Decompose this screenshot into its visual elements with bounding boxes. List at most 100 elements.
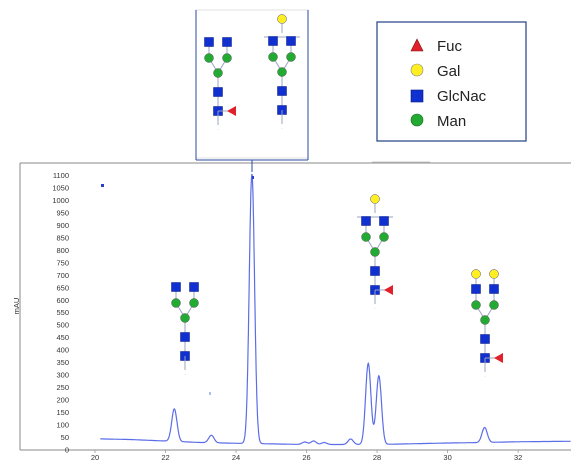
y-tick-label: 250 [56, 383, 69, 392]
glycan-structure-peak-22: · [171, 282, 199, 377]
glcnac-square-icon [471, 284, 481, 294]
y-tick-label: 650 [56, 283, 69, 292]
y-tick-label: 950 [56, 208, 69, 217]
glycan-structure-peak-31: · [471, 269, 503, 379]
gal-circle-icon [471, 269, 481, 279]
glcnac-square-icon [204, 37, 214, 47]
man-circle-icon [370, 247, 380, 257]
y-tick-label: 700 [56, 271, 69, 280]
y-tick-label: 450 [56, 333, 69, 342]
fuc-triangle-icon [227, 106, 236, 116]
man-circle-icon [204, 53, 214, 63]
legend-item-man: Man [410, 113, 466, 130]
man-circle-icon [171, 298, 181, 308]
man-circle-icon [361, 232, 371, 242]
glcnac-square-icon [213, 87, 223, 97]
reducing-end-mark: · [217, 127, 218, 132]
legend-item-gal: Gal [410, 63, 460, 80]
y-tick-label: 150 [56, 408, 69, 417]
reducing-end-mark: · [484, 374, 485, 379]
y-tick-label: 1000 [52, 196, 69, 205]
x-tick-label: 20 [91, 453, 99, 462]
y-tick-label: 350 [56, 358, 69, 367]
peak-marker [209, 392, 211, 395]
legend-item-fuc: Fuc [410, 38, 463, 55]
square-icon [410, 89, 424, 103]
glcnac-square-icon [171, 282, 181, 292]
y-axis-label: mAU [12, 298, 21, 315]
legend-item-glcnac: GlcNac [410, 88, 487, 105]
series-line [100, 173, 571, 446]
peak-marker [252, 176, 254, 179]
glcnac-square-icon [489, 284, 499, 294]
legend-label: Fuc [437, 38, 463, 55]
peak-marker [101, 184, 104, 187]
reducing-end-mark: · [374, 306, 375, 311]
y-tick-label: 1050 [52, 183, 69, 192]
man-circle-icon [277, 67, 287, 77]
man-circle-icon [480, 315, 490, 325]
y-tick-label: 550 [56, 308, 69, 317]
circle-icon [410, 113, 424, 127]
glcnac-square-icon [361, 216, 371, 226]
man-circle-icon [489, 300, 499, 310]
glcnac-square-icon [370, 266, 380, 276]
x-tick-label: 28 [373, 453, 381, 462]
gal-circle-icon [277, 14, 287, 24]
fuc-triangle-icon [494, 353, 503, 363]
fuc-triangle-icon [384, 285, 393, 295]
y-axis: 0 50 100 150 200 250 300 350 400 450 500 550 600 650 7… [52, 171, 69, 455]
y-tick-label: 850 [56, 233, 69, 242]
legend-label: Man [437, 113, 466, 130]
glcnac-square-icon [180, 332, 190, 342]
legend: Fuc Gal GlcNac Man [376, 21, 527, 142]
man-circle-icon [180, 313, 190, 323]
y-tick-label: 500 [56, 321, 69, 330]
circle-icon [410, 63, 424, 77]
reducing-end-mark: · [281, 126, 282, 131]
glycan-structure-peak-28: · [357, 194, 393, 311]
y-tick-label: 900 [56, 221, 69, 230]
x-tick-label: 32 [514, 453, 522, 462]
x-tick-label: 22 [161, 453, 169, 462]
man-circle-icon [213, 68, 223, 78]
man-circle-icon [268, 52, 278, 62]
x-tick-label: 24 [232, 453, 240, 462]
y-tick-label: 50 [61, 433, 69, 442]
x-tick-label: 26 [302, 453, 310, 462]
man-circle-icon [471, 300, 481, 310]
glcnac-square-icon [286, 36, 296, 46]
glcnac-square-icon [189, 282, 199, 292]
man-circle-icon [222, 53, 232, 63]
glcnac-square-icon [277, 86, 287, 96]
glcnac-square-icon [379, 216, 389, 226]
y-tick-label: 400 [56, 346, 69, 355]
legend-label: GlcNac [437, 88, 487, 105]
glycan-structure-fucosylated-top: · [204, 37, 236, 132]
glcnac-square-icon [268, 36, 278, 46]
y-tick-label: 300 [56, 371, 69, 380]
structure-bracket [195, 9, 309, 172]
glycan-structure-galactosylated-top: · [264, 14, 300, 131]
man-circle-icon [379, 232, 389, 242]
y-tick-label: 800 [56, 246, 69, 255]
y-tick-label: 100 [56, 421, 69, 430]
triangle-icon [410, 38, 424, 52]
reducing-end-mark: · [184, 372, 185, 377]
legend-label: Gal [437, 63, 460, 80]
glcnac-square-icon [480, 334, 490, 344]
x-tick-label: 30 [443, 453, 451, 462]
man-circle-icon [189, 298, 199, 308]
glcnac-square-icon [222, 37, 232, 47]
y-tick-label: 0 [65, 446, 69, 455]
y-tick-label: 750 [56, 258, 69, 267]
y-tick-label: 200 [56, 396, 69, 405]
y-tick-label: 600 [56, 296, 69, 305]
gal-circle-icon [489, 269, 499, 279]
man-circle-icon [286, 52, 296, 62]
y-tick-label: 1100 [53, 171, 69, 180]
gal-circle-icon [370, 194, 380, 204]
plot-frame [19, 162, 571, 451]
x-axis: 20 22 24 26 28 30 32 [91, 450, 522, 462]
